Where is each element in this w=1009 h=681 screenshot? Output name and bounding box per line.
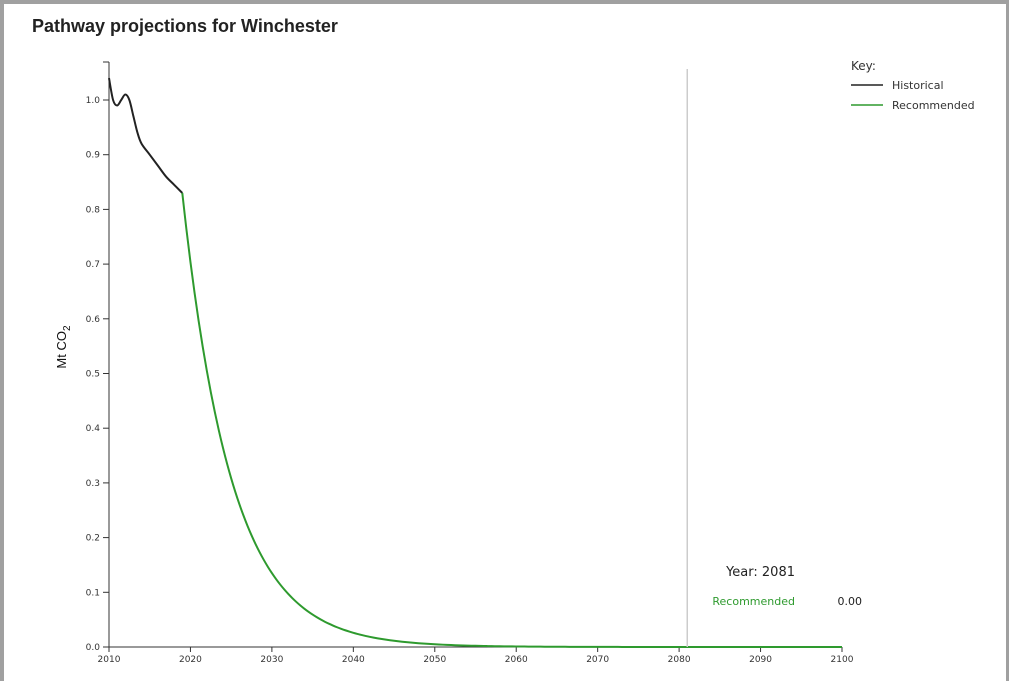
y-tick-label: 0.8	[86, 205, 101, 215]
x-tick-label: 2060	[505, 655, 528, 665]
x-axis: 2010 2020 2030 2040 2050 2060 2070 2080 2090 2100	[98, 646, 854, 665]
x-tick-label: 2090	[749, 655, 772, 665]
svg-text:Mt CO2: Mt CO2	[54, 325, 73, 369]
readout-series-label: Recommended	[712, 595, 795, 608]
y-tick-label: 0.3	[86, 479, 100, 489]
window-frame-right	[1006, 0, 1009, 681]
year-readout: Year: 2081 Recommended 0.00	[712, 565, 862, 608]
y-axis-label-main: Mt CO	[54, 331, 69, 369]
series-line-historical	[108, 77, 184, 194]
x-tick-label: 2100	[831, 655, 854, 665]
x-tick-label: 2020	[179, 655, 202, 665]
y-tick-label: 0.0	[86, 643, 101, 653]
readout-year: Year: 2081	[725, 565, 795, 580]
legend-title: Key:	[851, 59, 876, 73]
x-tick-label: 2070	[586, 655, 609, 665]
y-tick-label: 0.5	[86, 370, 100, 380]
y-axis: 0.0 0.1 0.2 0.3 0.4 0.5 0.6 0.7 0.8 0.9 1.0	[86, 61, 110, 653]
legend-item-historical: Historical	[892, 79, 944, 92]
legend-item-recommended: Recommended	[892, 99, 975, 112]
x-tick-label: 2010	[98, 655, 121, 665]
window-frame-left	[0, 0, 4, 681]
chart-title: Pathway projections for Winchester	[32, 16, 338, 36]
x-tick-label: 2030	[260, 655, 283, 665]
x-tick-label: 2050	[423, 655, 446, 665]
window-frame-top	[0, 0, 1009, 4]
y-tick-label: 0.9	[86, 151, 101, 161]
y-tick-label: 0.1	[86, 588, 100, 598]
y-tick-label: 1.0	[86, 96, 101, 106]
series-layer	[108, 77, 842, 648]
y-axis-label: Mt CO2	[54, 325, 73, 369]
readout-value: 0.00	[838, 595, 863, 608]
y-tick-label: 0.4	[86, 424, 101, 434]
x-tick-label: 2040	[342, 655, 365, 665]
legend: Key: Historical Recommended	[851, 59, 975, 112]
y-tick-label: 0.2	[86, 534, 100, 544]
x-tick-label: 2080	[668, 655, 691, 665]
y-tick-label: 0.6	[86, 315, 101, 325]
series-line-recommended	[181, 192, 842, 648]
y-axis-label-subscript: 2	[62, 325, 73, 331]
y-tick-label: 0.7	[86, 260, 100, 270]
